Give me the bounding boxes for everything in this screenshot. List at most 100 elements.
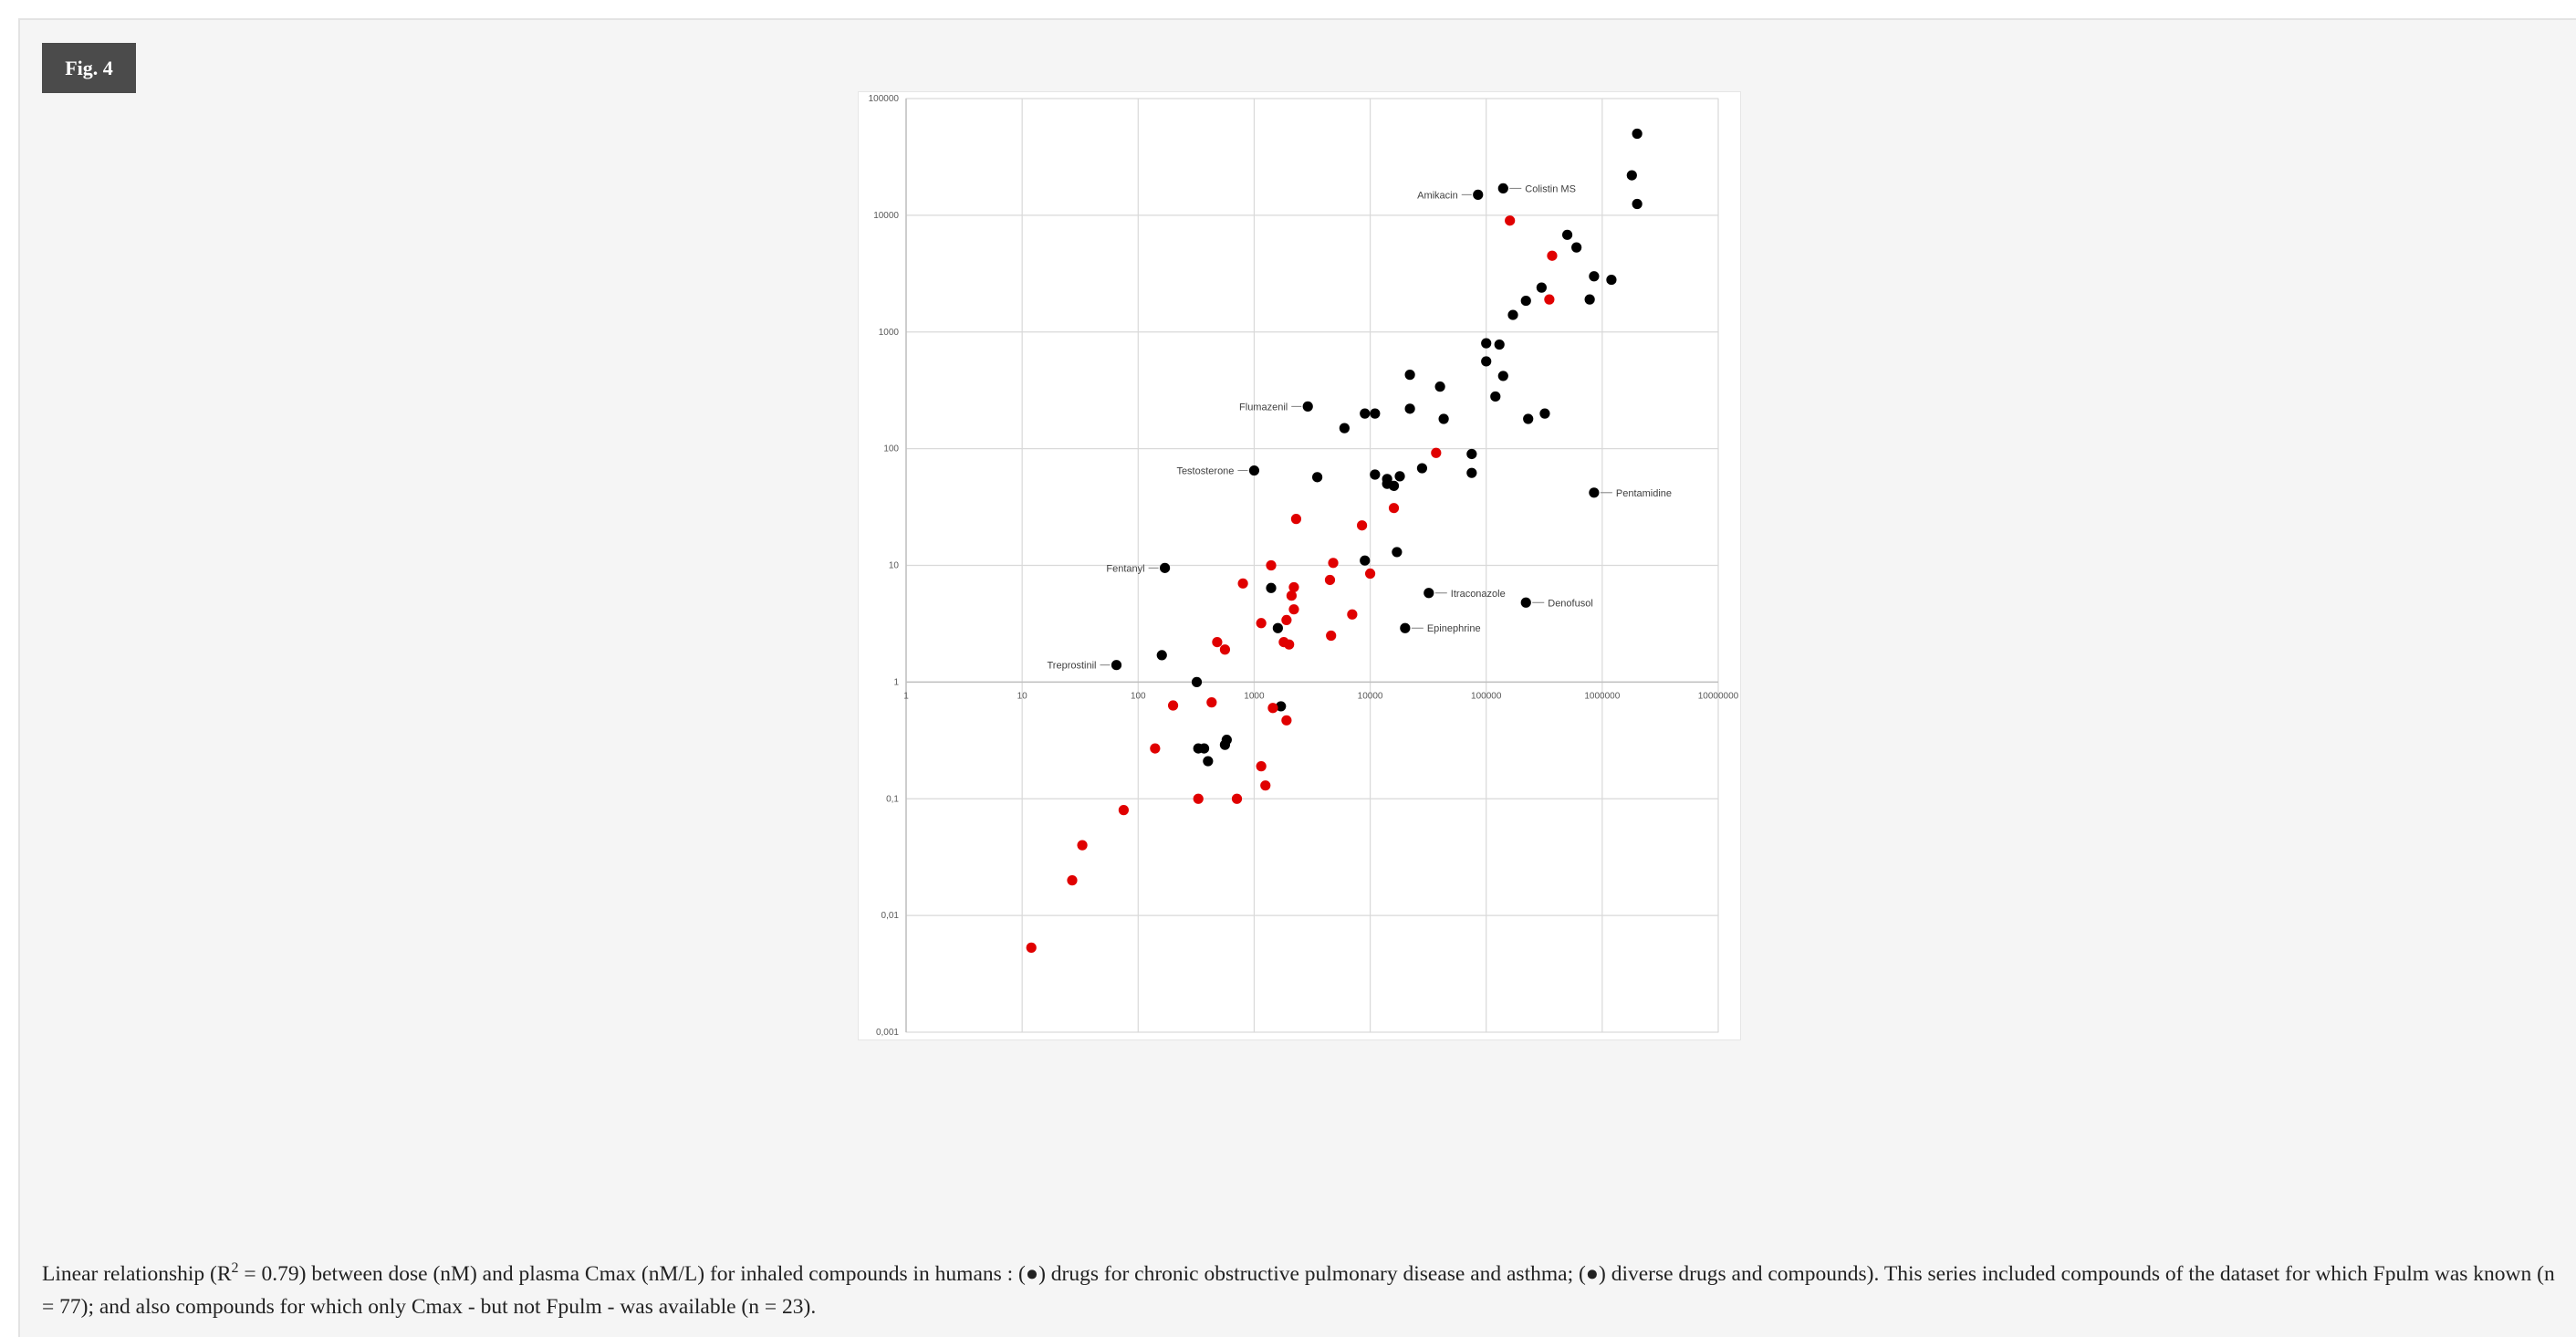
data-point bbox=[1539, 408, 1550, 419]
data-point bbox=[1400, 622, 1411, 633]
data-point bbox=[1416, 463, 1428, 474]
y-tick-label: 1000 bbox=[879, 328, 900, 338]
caption-text-rest: = 0.79) between dose (nM) and plasma Cma… bbox=[42, 1262, 2555, 1319]
chart-card: 100000 10000 1000 100 10 1 0,1 0,01 0,001 1 10 100… bbox=[858, 91, 1741, 1040]
x-tick-label: 10000000 bbox=[1698, 691, 1739, 701]
data-point bbox=[1497, 183, 1508, 194]
data-point bbox=[1424, 588, 1434, 599]
figure-caption: Linear relationship (R2 = 0.79) between … bbox=[42, 1258, 2560, 1323]
data-point bbox=[1431, 447, 1442, 458]
y-tick-labels: 100000 10000 1000 100 10 1 0,1 0,01 0,001 bbox=[869, 94, 900, 1038]
data-point bbox=[1404, 370, 1415, 381]
data-point bbox=[1288, 604, 1299, 615]
data-point bbox=[1490, 391, 1501, 402]
data-point bbox=[1571, 242, 1582, 253]
data-point bbox=[1191, 676, 1203, 687]
data-point bbox=[1497, 371, 1508, 381]
data-point bbox=[1212, 636, 1223, 648]
data-point bbox=[1481, 356, 1492, 367]
x-tick-labels: 1 10 100 1000 10000 100000 1000000 10000000 bbox=[903, 691, 1738, 701]
data-point bbox=[1404, 403, 1415, 414]
data-point bbox=[1360, 408, 1371, 419]
data-point bbox=[1302, 401, 1313, 412]
data-point bbox=[1281, 715, 1292, 726]
annotation-label: Testosterone bbox=[1176, 466, 1234, 477]
data-point bbox=[1077, 840, 1088, 851]
data-point bbox=[1272, 622, 1283, 633]
data-point bbox=[1328, 558, 1339, 569]
x-tick-label: 1 bbox=[903, 691, 909, 701]
data-point bbox=[1523, 413, 1534, 424]
data-point bbox=[1589, 271, 1600, 282]
data-point bbox=[1632, 198, 1643, 210]
data-point bbox=[1266, 582, 1277, 593]
annotation-label: Pentamidine bbox=[1616, 488, 1672, 499]
y-tick-label: 10000 bbox=[873, 211, 899, 221]
data-point bbox=[1221, 735, 1232, 746]
x-tick-label: 1000000 bbox=[1584, 691, 1620, 701]
data-point bbox=[1026, 942, 1037, 953]
annotation-label: Treprostinil bbox=[1047, 661, 1096, 672]
y-tick-label: 1 bbox=[893, 677, 899, 687]
data-point bbox=[1231, 793, 1243, 804]
y-tick-label: 100 bbox=[883, 444, 899, 454]
data-point bbox=[1167, 700, 1179, 711]
data-point bbox=[1466, 467, 1477, 478]
data-point bbox=[1561, 229, 1573, 240]
data-point bbox=[1589, 487, 1600, 498]
annotation-label: Amikacin bbox=[1417, 190, 1458, 201]
data-point bbox=[1290, 514, 1302, 525]
data-point bbox=[1473, 189, 1484, 200]
annotation-label: Fentanyl bbox=[1106, 563, 1144, 574]
data-point bbox=[1156, 650, 1167, 661]
data-point bbox=[1111, 660, 1122, 671]
data-point bbox=[1203, 756, 1214, 767]
data-point bbox=[1347, 609, 1358, 620]
annotation-label: Colistin MS bbox=[1525, 183, 1576, 194]
data-point bbox=[1284, 639, 1295, 650]
data-point bbox=[1507, 309, 1518, 320]
data-point bbox=[1281, 614, 1292, 626]
data-point bbox=[1364, 568, 1376, 580]
data-point bbox=[1256, 618, 1267, 629]
data-point bbox=[1584, 294, 1595, 305]
data-point bbox=[1276, 701, 1287, 712]
data-point bbox=[1520, 597, 1531, 608]
data-point bbox=[1260, 780, 1271, 791]
annotation-label: Denofusol bbox=[1548, 598, 1593, 609]
data-point bbox=[1286, 590, 1297, 601]
y-tick-label: 0,1 bbox=[886, 794, 899, 804]
data-point bbox=[1632, 128, 1643, 140]
data-point bbox=[1434, 381, 1445, 392]
data-point bbox=[1536, 282, 1547, 293]
x-tick-label: 100 bbox=[1131, 691, 1146, 701]
y-tick-label: 100000 bbox=[869, 94, 900, 104]
data-point bbox=[1394, 471, 1405, 482]
data-point bbox=[1547, 250, 1558, 261]
data-point bbox=[1067, 875, 1078, 886]
y-tick-label: 10 bbox=[889, 561, 900, 571]
data-point bbox=[1159, 562, 1171, 573]
data-point bbox=[1360, 555, 1371, 566]
data-point bbox=[1494, 339, 1505, 350]
data-point bbox=[1267, 703, 1278, 714]
data-point bbox=[1256, 761, 1267, 772]
figure-label: Fig. 4 bbox=[42, 43, 136, 93]
data-point bbox=[1237, 578, 1248, 589]
data-point bbox=[1356, 520, 1368, 531]
data-point bbox=[1206, 697, 1217, 708]
data-point bbox=[1370, 408, 1381, 419]
x-tick-label: 10000 bbox=[1358, 691, 1383, 701]
caption-superscript: 2 bbox=[231, 1260, 239, 1277]
x-tick-label: 1000 bbox=[1244, 691, 1265, 701]
data-point bbox=[1326, 630, 1337, 642]
data-point bbox=[1288, 581, 1299, 593]
caption-text-start: Linear relationship (R bbox=[42, 1262, 232, 1286]
data-point bbox=[1392, 547, 1403, 558]
annotations: Colistin MS Amikacin Flumazenil Testosteron… bbox=[1047, 183, 1672, 671]
data-point bbox=[1606, 274, 1617, 286]
data-point bbox=[1150, 743, 1161, 754]
data-point bbox=[1388, 503, 1400, 514]
y-tick-label: 0,01 bbox=[881, 911, 900, 921]
